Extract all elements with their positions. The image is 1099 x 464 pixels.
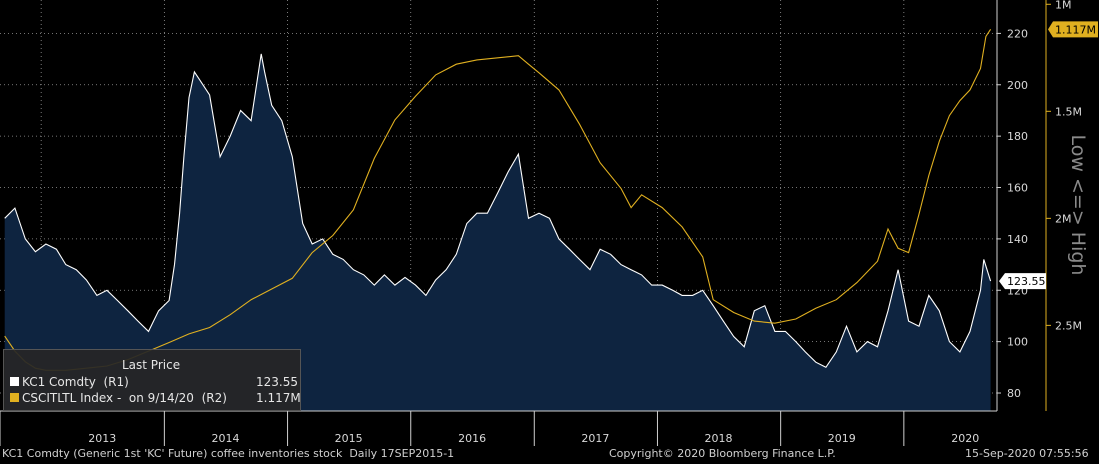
- right-tick-label: 100: [1007, 336, 1028, 349]
- kc1-series-line: [4, 53, 992, 369]
- legend-label-kc1: KC1 Comdty (R1): [22, 375, 129, 389]
- legend-swatch-cscitltl: [10, 393, 19, 402]
- right-tick-label: 80: [1007, 387, 1021, 400]
- footer-description: KC1 Comdty (Generic 1st 'KC' Future) cof…: [2, 447, 455, 460]
- cscitltl-series-line: [4, 28, 992, 371]
- far-right-axis-label: Low <=> High: [1067, 135, 1089, 276]
- legend-value-kc1: 123.55: [256, 375, 298, 389]
- legend-row-cscitltl: CSCITLTL Index - on 9/14/20 (R2) 1.117M: [10, 391, 301, 405]
- cscitltl-last-value-tag: [1048, 21, 1098, 38]
- x-tick-label: 2018: [705, 432, 733, 445]
- x-tick-label: 2013: [88, 432, 116, 445]
- x-tick-label: 2014: [211, 432, 239, 445]
- legend: Last Price KC1 Comdty (R1) 123.55 CSCITLT…: [3, 349, 301, 411]
- legend-label-cscitltl: CSCITLTL Index - on 9/14/20 (R2): [22, 391, 227, 405]
- footer-copyright: Copyright© 2020 Bloomberg Finance L.P.: [609, 447, 836, 460]
- x-tick-label: 2016: [458, 432, 486, 445]
- right-tick-label: 220: [1007, 27, 1028, 40]
- x-tick-label: 2020: [951, 432, 979, 445]
- x-tick-label: 2019: [828, 432, 856, 445]
- right-tick-label: 160: [1007, 182, 1028, 195]
- chart-axes: [0, 0, 1051, 446]
- far-right-tick-label: 2.5M: [1055, 319, 1082, 332]
- legend-row-kc1: KC1 Comdty (R1) 123.55: [10, 375, 298, 389]
- cscitltl-last-value-label: 1.117M: [1055, 23, 1096, 36]
- kc1-last-price-label: 123.55: [1007, 275, 1046, 288]
- x-tick-label: 2017: [581, 432, 609, 445]
- chart-labels: 2013 2014 2015 2016 2017 2018 2019 202080100120…: [88, 0, 1098, 445]
- footer-timestamp: 15-Sep-2020 07:55:56: [965, 447, 1089, 460]
- legend-title: Last Price: [122, 358, 181, 372]
- legend-swatch-kc1: [10, 377, 19, 386]
- right-tick-label: 140: [1007, 233, 1028, 246]
- far-right-tick-label: 2M: [1055, 212, 1072, 225]
- kc1-last-price-tag: [999, 273, 1046, 290]
- x-tick-label: 2015: [335, 432, 363, 445]
- kc1-series-area: [4, 53, 991, 412]
- legend-value-cscitltl: 1.117M: [256, 391, 301, 405]
- right-tick-label: 200: [1007, 79, 1028, 92]
- far-right-tick-label: 1M: [1055, 0, 1072, 11]
- right-tick-label: 180: [1007, 130, 1028, 143]
- far-right-tick-label: 1.5M: [1055, 105, 1082, 118]
